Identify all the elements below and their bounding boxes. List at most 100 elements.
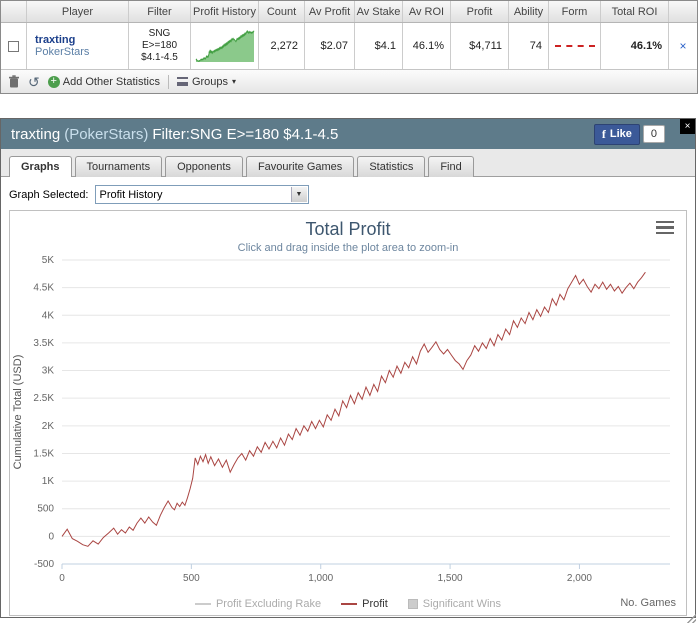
remove-row-button[interactable]: × bbox=[679, 39, 687, 53]
tab-favourite-games[interactable]: Favourite Games bbox=[245, 156, 355, 177]
table-header-row: Player Filter Profit History Count Av Pr… bbox=[1, 1, 697, 23]
av-roi-value: 46.1% bbox=[403, 23, 451, 69]
svg-text:0: 0 bbox=[48, 531, 54, 542]
svg-text:-500: -500 bbox=[34, 559, 54, 570]
facebook-like-button[interactable]: f Like bbox=[593, 123, 640, 145]
facebook-like-count: 0 bbox=[642, 125, 665, 143]
row-checkbox-cell bbox=[1, 23, 27, 69]
legend-label: Profit bbox=[362, 598, 388, 610]
groups-menu-button[interactable]: Groups ▾ bbox=[176, 75, 237, 88]
col-header-form[interactable]: Form bbox=[549, 1, 601, 22]
svg-text:500: 500 bbox=[183, 573, 200, 584]
col-header-av-stake[interactable]: Av Stake bbox=[355, 1, 403, 22]
svg-text:1K: 1K bbox=[42, 476, 55, 487]
svg-text:0: 0 bbox=[59, 573, 65, 584]
groups-label: Groups bbox=[191, 75, 229, 88]
filter-line-1: SNG bbox=[148, 28, 171, 39]
col-header-av-roi[interactable]: Av ROI bbox=[403, 1, 451, 22]
table-row: traxting PokerStars SNG E>=180 $4.1-4.5 … bbox=[1, 23, 697, 69]
groups-caret-icon: ▾ bbox=[232, 77, 237, 86]
select-all-cell bbox=[1, 1, 27, 22]
svg-text:5K: 5K bbox=[42, 255, 55, 266]
profit-chart-plot-area[interactable]: -500 0 500 1K 1.5K 2K 2.5K 3K 3.5K 4K 4.5K 5K 0 500 1,… bbox=[10, 254, 686, 590]
filter-line-2: E>=180 bbox=[141, 40, 178, 51]
chart-menu-icon[interactable] bbox=[656, 221, 674, 234]
svg-text:2K: 2K bbox=[42, 421, 55, 432]
filter-line-3: $4.1-4.5 bbox=[141, 52, 178, 63]
panel-close-button[interactable]: × bbox=[680, 119, 695, 134]
col-header-profit-history[interactable]: Profit History bbox=[191, 1, 259, 22]
svg-text:2,000: 2,000 bbox=[567, 573, 592, 584]
trash-icon[interactable] bbox=[8, 75, 20, 88]
toolbar-separator bbox=[167, 74, 169, 89]
av-stake-value: $4.1 bbox=[355, 23, 403, 69]
chart-title: Total Profit bbox=[305, 219, 391, 239]
player-statistics-table: Player Filter Profit History Count Av Pr… bbox=[0, 0, 698, 94]
form-sparkline bbox=[554, 45, 595, 47]
profit-history-cell bbox=[191, 23, 259, 69]
col-header-close bbox=[669, 1, 697, 22]
col-header-ability[interactable]: Ability bbox=[509, 1, 549, 22]
svg-text:3K: 3K bbox=[42, 366, 55, 377]
svg-text:Cumulative Total (USD): Cumulative Total (USD) bbox=[12, 355, 24, 470]
panel-title-player: traxting bbox=[11, 125, 61, 143]
tab-find[interactable]: Find bbox=[428, 156, 474, 177]
tab-opponents[interactable]: Opponents bbox=[165, 156, 243, 177]
col-header-count[interactable]: Count bbox=[259, 1, 305, 22]
facebook-like-widget: f Like 0 bbox=[593, 123, 665, 145]
chart-container: Total Profit Click and drag inside the p… bbox=[9, 210, 687, 616]
player-cell: traxting PokerStars bbox=[27, 23, 129, 69]
col-header-filter[interactable]: Filter bbox=[129, 1, 191, 22]
graph-selected-value: Profit History bbox=[99, 188, 163, 201]
graph-selected-label: Graph Selected: bbox=[9, 188, 89, 201]
tab-statistics[interactable]: Statistics bbox=[357, 156, 426, 177]
graph-selected-dropdown[interactable]: Profit History ▼ bbox=[94, 185, 309, 204]
legend-swatch-line-icon bbox=[341, 603, 358, 605]
remove-row-cell: × bbox=[669, 23, 697, 69]
legend-swatch-box-icon bbox=[407, 599, 418, 609]
svg-text:3.5K: 3.5K bbox=[33, 338, 54, 349]
svg-text:500: 500 bbox=[37, 504, 54, 515]
svg-text:1,500: 1,500 bbox=[438, 573, 463, 584]
graph-selector-row: Graph Selected: Profit History ▼ bbox=[1, 177, 695, 210]
add-icon: + bbox=[47, 75, 60, 88]
form-cell bbox=[549, 23, 601, 69]
player-name-link[interactable]: traxting bbox=[35, 34, 76, 46]
legend-significant-wins[interactable]: Significant Wins bbox=[407, 598, 502, 610]
player-detail-panel: × traxting (PokerStars) Filter:SNG E>=18… bbox=[0, 118, 696, 618]
panel-title-filter: Filter:SNG E>=180 $4.1-4.5 bbox=[152, 125, 339, 143]
col-header-total-roi[interactable]: Total ROI bbox=[601, 1, 669, 22]
chart-legend: Profit Excluding Rake Profit Significant… bbox=[10, 598, 686, 610]
chart-subtitle: Click and drag inside the plot area to z… bbox=[237, 242, 459, 254]
svg-text:2.5K: 2.5K bbox=[33, 393, 54, 404]
resize-handle[interactable] bbox=[685, 612, 696, 623]
legend-label: Significant Wins bbox=[422, 598, 502, 610]
row-checkbox[interactable] bbox=[8, 40, 19, 52]
groups-icon bbox=[176, 77, 188, 86]
panel-header: traxting (PokerStars) Filter:SNG E>=180 … bbox=[1, 119, 695, 149]
profit-value: $4,711 bbox=[451, 23, 509, 69]
refresh-icon[interactable]: ↺ bbox=[28, 73, 40, 90]
add-other-statistics-label: Add Other Statistics bbox=[62, 75, 160, 88]
tab-tournaments[interactable]: Tournaments bbox=[74, 156, 163, 177]
table-toolbar: ↺ + Add Other Statistics Groups ▾ bbox=[1, 69, 697, 93]
col-header-profit[interactable]: Profit bbox=[451, 1, 509, 22]
legend-label: Profit Excluding Rake bbox=[215, 598, 322, 610]
svg-text:4K: 4K bbox=[42, 310, 55, 321]
x-axis-title: No. Games bbox=[620, 597, 676, 609]
panel-title-site: (PokerStars) bbox=[64, 125, 149, 143]
add-other-statistics-button[interactable]: + Add Other Statistics bbox=[47, 75, 160, 88]
tab-graphs[interactable]: Graphs bbox=[9, 156, 72, 177]
tabs-strip: Graphs Tournaments Opponents Favourite G… bbox=[1, 149, 695, 177]
facebook-like-label: Like bbox=[609, 128, 632, 140]
col-header-av-profit[interactable]: Av Profit bbox=[305, 1, 355, 22]
count-value: 2,272 bbox=[259, 23, 305, 69]
col-header-player[interactable]: Player bbox=[27, 1, 129, 22]
total-roi-value: 46.1% bbox=[601, 23, 669, 69]
legend-profit[interactable]: Profit bbox=[341, 598, 388, 610]
profit-history-sparkline[interactable] bbox=[195, 29, 255, 63]
dropdown-arrow-icon: ▼ bbox=[290, 187, 307, 202]
filter-cell: SNG E>=180 $4.1-4.5 bbox=[129, 23, 191, 69]
facebook-icon: f bbox=[601, 126, 606, 141]
legend-profit-excluding-rake[interactable]: Profit Excluding Rake bbox=[194, 598, 322, 610]
